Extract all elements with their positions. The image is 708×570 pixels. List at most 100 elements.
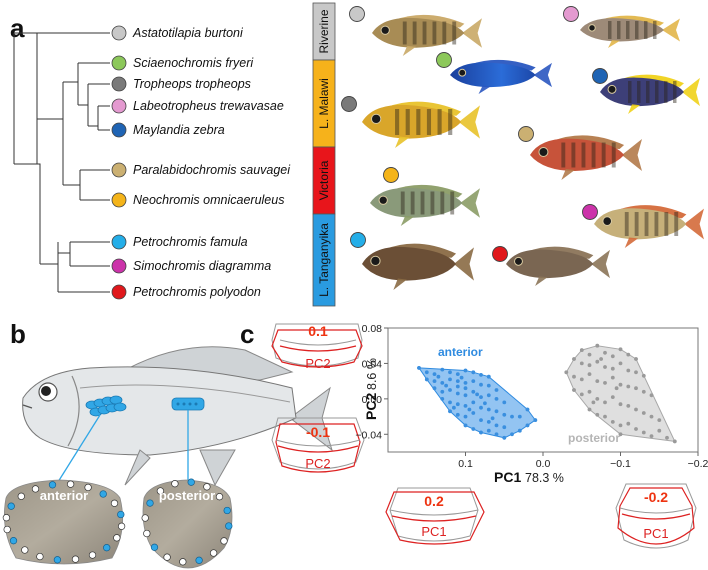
y-tick-label: 0.00 bbox=[362, 394, 383, 406]
point-posterior bbox=[595, 343, 600, 348]
species-marker bbox=[111, 76, 127, 92]
landmark-dot bbox=[146, 499, 154, 507]
point-posterior bbox=[591, 400, 596, 405]
landmark-dot bbox=[117, 510, 125, 519]
landmark-dot bbox=[163, 553, 171, 561]
point-posterior bbox=[634, 370, 638, 375]
point-posterior bbox=[610, 366, 615, 371]
point-anterior bbox=[486, 374, 491, 379]
point-anterior bbox=[452, 405, 456, 410]
point-posterior bbox=[572, 388, 576, 392]
point-anterior bbox=[471, 411, 476, 415]
point-posterior bbox=[649, 393, 654, 398]
landmark-dot bbox=[143, 529, 151, 538]
point-anterior bbox=[471, 370, 476, 375]
point-anterior bbox=[490, 416, 495, 421]
point-anterior bbox=[479, 405, 483, 410]
point-anterior bbox=[417, 366, 421, 370]
landmark-dot bbox=[71, 555, 80, 563]
species-marker bbox=[111, 162, 127, 178]
landmark-dot bbox=[113, 534, 121, 542]
species-name: Tropheops tropheops bbox=[133, 77, 251, 91]
posterior-scale-image: posterior bbox=[141, 478, 233, 569]
point-anterior bbox=[471, 427, 476, 431]
point-anterior bbox=[494, 423, 499, 428]
point-anterior bbox=[432, 386, 437, 391]
landmark-dot bbox=[225, 522, 233, 530]
point-posterior bbox=[665, 435, 669, 440]
fish-species-marker bbox=[436, 52, 452, 68]
series-label-posterior: posterior bbox=[568, 431, 620, 445]
x-tick-label: −0.1 bbox=[610, 458, 631, 470]
species-name: Petrochromis polyodon bbox=[133, 285, 261, 299]
species-marker bbox=[111, 55, 127, 71]
point-anterior bbox=[502, 425, 507, 430]
point-anterior bbox=[486, 428, 491, 433]
point-posterior bbox=[610, 354, 615, 359]
point-posterior bbox=[626, 421, 631, 426]
landmark-dot bbox=[88, 551, 97, 559]
species-marker bbox=[111, 258, 127, 274]
landmark-dot bbox=[203, 483, 211, 491]
fish-photo bbox=[350, 232, 474, 290]
point-anterior bbox=[455, 412, 460, 417]
landmark-dot bbox=[141, 514, 149, 522]
fish-species-marker bbox=[592, 68, 608, 84]
point-posterior bbox=[634, 427, 638, 431]
fish-photo bbox=[492, 246, 610, 286]
point-anterior bbox=[471, 379, 476, 383]
point-posterior bbox=[579, 361, 584, 366]
landmark-dot bbox=[150, 543, 159, 551]
point-anterior bbox=[479, 430, 483, 435]
landmark-dot bbox=[48, 481, 57, 489]
point-anterior bbox=[479, 373, 483, 377]
point-posterior bbox=[587, 389, 592, 394]
species-name: Sciaenochromis fryeri bbox=[133, 56, 254, 70]
phylogeny-tree bbox=[13, 32, 110, 293]
landmark-dot bbox=[66, 480, 75, 488]
point-posterior bbox=[599, 357, 603, 361]
pc2-neg-label: PC2 bbox=[305, 456, 330, 471]
point-anterior bbox=[517, 428, 522, 433]
point-posterior bbox=[572, 374, 576, 379]
point-posterior bbox=[641, 411, 646, 415]
point-posterior bbox=[603, 350, 607, 355]
point-anterior bbox=[440, 367, 445, 372]
landmark-dot bbox=[215, 493, 224, 501]
region-label: Riverine bbox=[317, 9, 331, 53]
point-anterior bbox=[467, 407, 472, 412]
point-anterior bbox=[502, 400, 507, 405]
landmark-dot bbox=[7, 502, 15, 510]
species-name: Astatotilapia burtoni bbox=[132, 26, 244, 40]
species-name: Simochromis diagramma bbox=[133, 259, 271, 273]
point-anterior bbox=[463, 386, 468, 391]
point-anterior bbox=[440, 389, 445, 394]
point-anterior bbox=[475, 392, 479, 397]
shape-pc1-positive: 0.2 PC1 bbox=[385, 487, 485, 545]
fish-species-marker bbox=[341, 96, 357, 112]
landmark-dot bbox=[223, 506, 231, 515]
point-posterior bbox=[618, 361, 623, 366]
species-name: Neochromis omnicaeruleus bbox=[133, 193, 284, 207]
point-posterior bbox=[626, 404, 631, 408]
point-posterior bbox=[641, 373, 646, 378]
species-marker bbox=[111, 25, 127, 41]
shape-pc2-negative: -0.1 PC2 bbox=[271, 417, 365, 473]
point-anterior bbox=[517, 414, 522, 419]
point-anterior bbox=[455, 379, 460, 383]
region-label: L. Malawi bbox=[317, 78, 331, 129]
species-name: Labeotropheus trewavasae bbox=[133, 99, 284, 113]
pc1-neg-label: PC1 bbox=[643, 526, 668, 541]
point-anterior bbox=[448, 388, 452, 392]
point-posterior bbox=[634, 357, 638, 361]
point-anterior bbox=[448, 377, 452, 382]
point-posterior bbox=[610, 420, 615, 424]
point-anterior bbox=[494, 432, 499, 437]
landmark-dot bbox=[103, 544, 111, 552]
fish-species-marker bbox=[582, 204, 598, 220]
point-posterior bbox=[618, 347, 623, 352]
point-anterior bbox=[486, 420, 491, 424]
point-posterior bbox=[618, 423, 623, 428]
pca-scatter-plot: 0.1 0.0 −0.1 −0.2 0.08 0.04 0.00 −0.04 anterior… bbox=[355, 323, 708, 485]
pc1-neg-value: -0.2 bbox=[644, 489, 668, 505]
